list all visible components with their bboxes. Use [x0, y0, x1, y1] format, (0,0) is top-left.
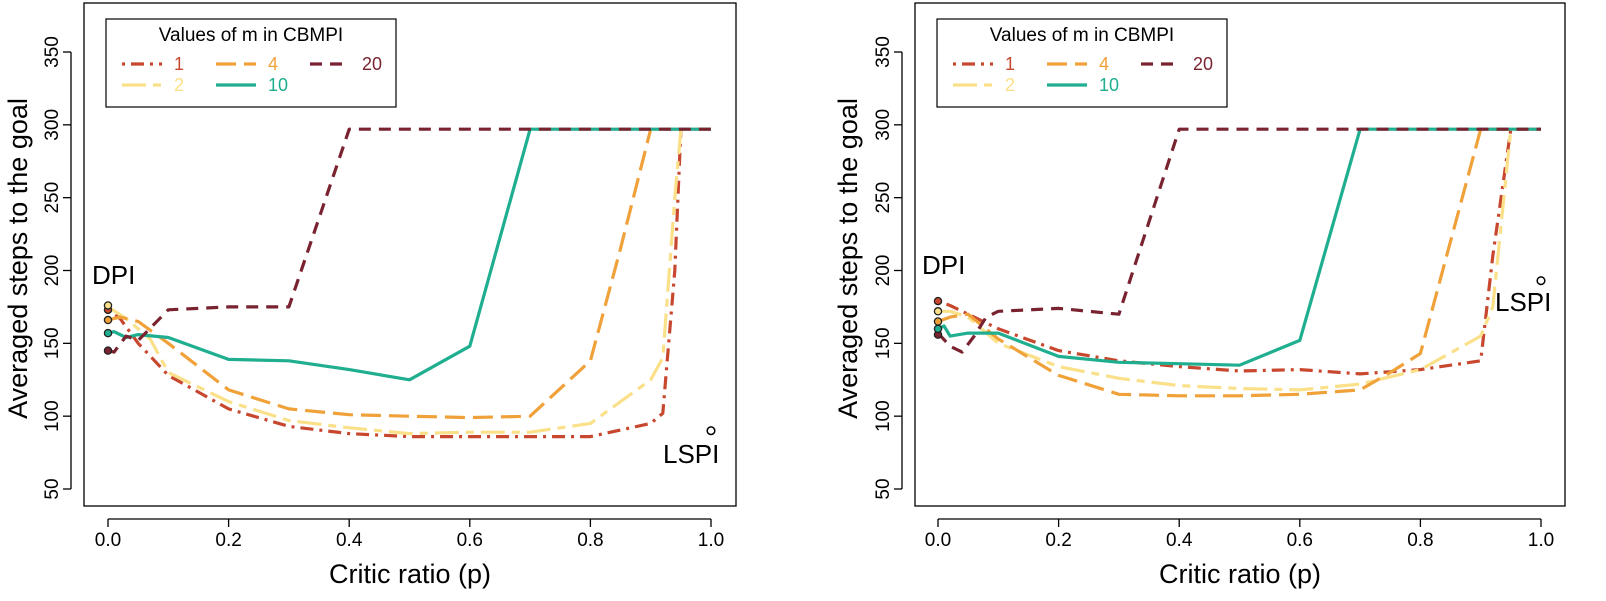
legend-label-m-1: 1	[174, 54, 184, 74]
legend-label-m-4: 4	[268, 54, 278, 74]
dpi-point	[103, 346, 113, 355]
legend-title: Values of m in CBMPI	[990, 25, 1174, 46]
x-axis-label: Critic ratio (p)	[329, 559, 491, 589]
x-tick-label: 0.2	[1045, 530, 1071, 551]
x-tick-label: 0.6	[1287, 530, 1313, 551]
lspi-point	[1536, 276, 1546, 286]
legend-label-m-2: 2	[174, 75, 184, 95]
y-tick-label: 350	[873, 36, 894, 68]
y-tick-label: 150	[42, 327, 63, 359]
y-tick-label: 350	[42, 36, 63, 68]
y-tick-label: 300	[873, 109, 894, 141]
legend: Values of m in CBMPI 1 4 20 2 10	[105, 18, 397, 108]
y-tick-label: 100	[42, 400, 63, 432]
y-tick-label: 300	[42, 109, 63, 141]
x-tick-label: 1.0	[698, 530, 724, 551]
series-line-m-2	[938, 129, 1513, 392]
dpi-point	[103, 315, 113, 325]
y-axis-label: Averaged steps to the goal	[3, 98, 33, 419]
x-tick-label: 0.4	[336, 530, 363, 551]
dpi-point	[103, 328, 113, 338]
y-tick-label: 50	[42, 478, 63, 499]
y-tick-label: 100	[873, 400, 894, 432]
lspi-annotation: LSPI	[1495, 287, 1551, 317]
right-chart-panel: 0.0 0.2 0.4 0.6 0.8 1.0 50 100 150 200 250 300 350 Cr…	[833, 2, 1566, 589]
y-tick-label: 250	[873, 182, 894, 214]
dpi-point	[103, 301, 113, 310]
x-tick-label: 0.6	[457, 530, 483, 551]
dpi-point	[933, 324, 943, 334]
series-line-m-1	[107, 129, 683, 439]
left-chart-panel: 0.0 0.2 0.4 0.6 0.8 1.0 50 100 150 200 250 300 350 Cr…	[3, 2, 737, 589]
lspi-annotation: LSPI	[663, 439, 719, 469]
series-line-m-2	[107, 129, 683, 436]
x-tick-label: 0.4	[1166, 530, 1193, 551]
x-tick-label: 0.2	[215, 530, 241, 551]
legend-title: Values of m in CBMPI	[159, 25, 343, 46]
dpi-point	[933, 307, 943, 316]
x-tick-label: 0.8	[1407, 530, 1433, 551]
series-line-m-20	[936, 127, 1541, 354]
legend-label-m-10: 10	[268, 75, 288, 95]
y-axis-label: Averaged steps to the goal	[833, 98, 863, 419]
legend-label-m-2: 2	[1005, 75, 1015, 95]
dpi-point	[933, 317, 943, 326]
plot-frame	[914, 2, 1566, 507]
legend-label-m-20: 20	[362, 54, 382, 74]
legend-label-m-1: 1	[1005, 54, 1015, 74]
dpi-annotation: DPI	[92, 260, 135, 290]
y-tick-label: 250	[42, 182, 63, 214]
y-tick-label: 200	[42, 255, 63, 287]
y-tick-label: 50	[873, 478, 894, 499]
x-tick-label: 0.8	[577, 530, 603, 551]
series-line-m-4	[937, 127, 1541, 398]
x-tick-label: 0.0	[95, 530, 121, 551]
legend-label-m-20: 20	[1193, 54, 1213, 74]
x-tick-label: 1.0	[1528, 530, 1554, 551]
lspi-point	[706, 426, 716, 436]
y-tick-label: 200	[873, 255, 894, 287]
y-tick-label: 150	[873, 327, 894, 359]
dpi-point	[933, 296, 943, 306]
legend-label-m-10: 10	[1099, 75, 1119, 95]
series-line-m-10	[937, 127, 1541, 367]
dpi-annotation: DPI	[922, 250, 965, 280]
legend: Values of m in CBMPI 1 4 20 2 10	[936, 18, 1228, 108]
series-line-m-4	[107, 127, 711, 420]
legend-label-m-4: 4	[1099, 54, 1109, 74]
plot-frame	[83, 2, 737, 507]
series-line-m-10	[107, 127, 711, 382]
x-axis-label: Critic ratio (p)	[1159, 559, 1321, 589]
x-tick-label: 0.0	[925, 530, 951, 551]
series-line-m-20	[107, 127, 711, 354]
